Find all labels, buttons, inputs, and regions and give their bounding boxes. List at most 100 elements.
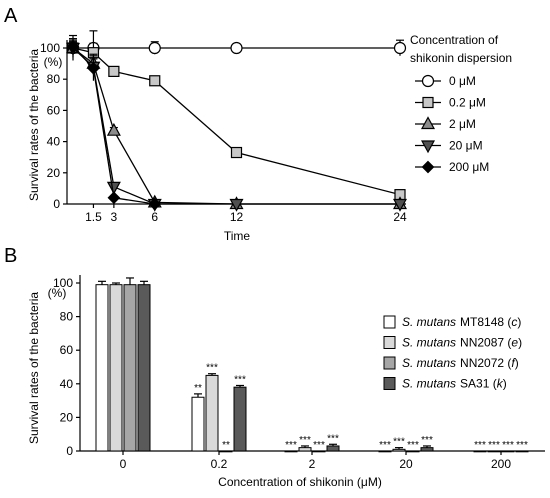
panel-a-x-tick-label: 24 (393, 210, 407, 224)
panel-b-significance-label: *** (488, 440, 500, 451)
panel-b-bar (326, 445, 340, 452)
panel-a-legend-label: 20 μM (449, 139, 483, 153)
panel-b-significance-label: ** (194, 383, 202, 394)
panel-b-significance-label: *** (299, 435, 311, 446)
panel-b-significance-label: *** (407, 440, 419, 451)
panel-b-significance-label: *** (474, 440, 486, 451)
panel-a-data-point (230, 146, 243, 159)
panel-a-xlabel: Time (224, 229, 251, 243)
panel-b-legend-label: S. mutans MT8148 (c) (402, 315, 521, 329)
panel-b-xlabel: Concentration of shikonin (μM) (218, 475, 382, 489)
legend-serotype: k (497, 377, 504, 391)
panel-a-label: A (4, 5, 18, 27)
panel-b-bar (137, 284, 151, 452)
panel-a-data-point (393, 41, 407, 55)
panel-a-legend-label: 0 μM (449, 74, 476, 88)
panel-a-legend-marker (421, 160, 435, 174)
panel-a-x-tick-label: 12 (230, 210, 244, 224)
panel-b-x-tick-label: 0 (120, 457, 127, 471)
legend-strain: MT8148 ( (460, 315, 511, 329)
panel-b-significance-label: *** (421, 435, 433, 446)
panel-a-data-point (108, 65, 120, 78)
panel-b-legend-label: S. mutans NN2087 (e) (402, 336, 522, 350)
panel-a-y-tick-label: 60 (47, 103, 61, 117)
panel-a-series-line (72, 47, 401, 196)
panel-b-significance-label: *** (379, 440, 391, 451)
panel-b-bar (233, 386, 247, 452)
legend-species: S. mutans (402, 336, 456, 350)
panel-b-y-tick-label: 60 (60, 343, 74, 357)
panel-a-series-line (72, 47, 400, 205)
panel-a-y-tick-label: 100 (40, 41, 60, 55)
panel-b-significance-label: *** (206, 363, 218, 374)
panel-b-x-tick-label: 200 (491, 457, 511, 471)
panel-b-significance-label: *** (234, 374, 246, 385)
legend-serotype: c (511, 315, 517, 329)
panel-a-data-point (87, 61, 100, 75)
panel-b-bar (219, 450, 233, 453)
legend-species: S. mutans (402, 377, 456, 391)
panel-b-bar (515, 450, 529, 453)
panel-a-legend-marker (421, 74, 435, 88)
panel-b-significance-label: *** (502, 440, 514, 451)
panel-b-bar (406, 450, 420, 453)
panel-b-significance-label: ** (222, 440, 230, 451)
panel-a-yunit: (%) (44, 55, 63, 69)
panel-a-y-tick-label: 40 (47, 135, 61, 149)
panel-a-x-tick-label: 1.5 (85, 210, 102, 224)
panel-a-legend-title-2: shikonin dispersion (410, 51, 512, 65)
legend-strain: NN2087 ( (460, 336, 511, 350)
panel-b-significance-label: *** (393, 437, 405, 448)
panel-b-bar (284, 450, 298, 453)
panel-b-legend-label: S. mutans NN2072 (f) (402, 356, 519, 370)
panel-b-x-tick-label: 20 (399, 457, 413, 471)
panel-b-yunit: (%) (48, 286, 67, 300)
panel-b-significance-label: *** (313, 440, 325, 451)
panel-a-x-tick-label: 6 (151, 210, 158, 224)
panel-a-data-point (392, 198, 408, 212)
legend-close: ) (515, 356, 519, 370)
panel-b-y-tick-label: 80 (60, 310, 74, 324)
panel-a-data-point (107, 191, 121, 205)
panel-b-bar (392, 448, 406, 452)
panel-b-bar (501, 450, 515, 453)
panel-b-legend-swatch (383, 315, 396, 329)
legend-close: ) (503, 377, 507, 391)
panel-a-data-point (106, 122, 121, 136)
panel-a-data-point (148, 41, 161, 55)
panel-a-data-point (66, 40, 80, 53)
panel-b-bar (123, 284, 137, 452)
panel-a-plot: 0 20 40 60 80 100 1.5 3 6 12 24 0 μM 0.2 μM 2 μM 20 μM… (40, 30, 489, 224)
panel-b-bar (298, 447, 312, 452)
panel-b-bar (378, 450, 392, 453)
panel-b-legend-swatch (383, 377, 396, 390)
panel-a-legend-marker (422, 96, 434, 109)
panel-a-series-line (72, 45, 155, 205)
panel-b-y-tick-label: 20 (60, 410, 74, 424)
panel-b-significance-label: *** (516, 440, 528, 451)
panel-a-data-point (149, 75, 161, 87)
legend-close: ) (517, 315, 521, 329)
panel-b-bar (191, 396, 205, 452)
panel-a-ylabel: Survival rates of the bacteria (27, 49, 41, 201)
panel-b-bar (312, 450, 326, 453)
panel-b-significance-label: *** (327, 433, 339, 444)
panel-b-bar (420, 447, 434, 452)
panel-a-legend-marker (420, 116, 436, 130)
panel-b-bar (473, 450, 487, 453)
panel-b-legend-swatch (383, 356, 396, 370)
panel-a-x-tick-label: 3 (111, 210, 118, 224)
panel-b-bar (205, 374, 219, 452)
panel-b-bar (487, 450, 501, 453)
legend-strain: SA31 ( (460, 377, 497, 391)
legend-serotype: e (511, 336, 518, 350)
panel-a-y-tick-label: 20 (47, 166, 61, 180)
panel-b-x-tick-label: 0.2 (211, 457, 228, 471)
panel-a-y-tick-label: 80 (47, 72, 61, 86)
panel-a-data-point (148, 197, 162, 211)
panel-a-legend-label: 0.2 μM (449, 96, 486, 110)
panel-a-data-point (229, 198, 244, 212)
legend-close: ) (518, 336, 522, 350)
panel-b-y-tick-label: 40 (60, 377, 74, 391)
